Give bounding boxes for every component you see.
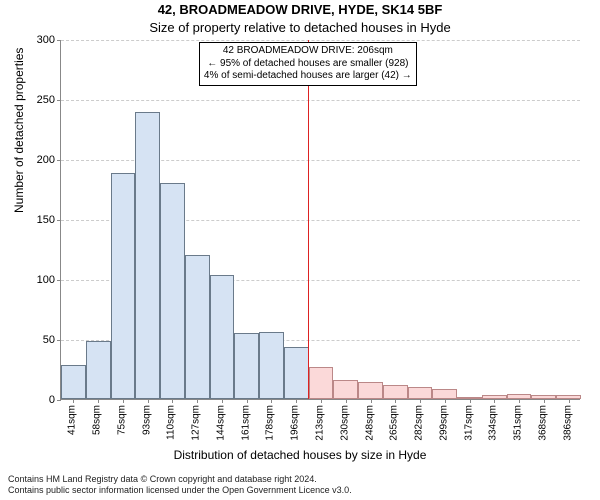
histogram-bar (358, 382, 383, 399)
x-tick-label: 299sqm (438, 405, 449, 441)
x-tick-mark (197, 399, 198, 403)
y-tick-label: 300 (15, 34, 55, 46)
chart-title-line2: Size of property relative to detached ho… (0, 20, 600, 35)
y-tick-mark (57, 160, 61, 161)
attribution-text: Contains HM Land Registry data © Crown c… (8, 474, 352, 496)
plot-area: 42 BROADMEADOW DRIVE: 206sqm← 95% of det… (60, 40, 580, 400)
histogram-bar (284, 347, 309, 399)
y-tick-mark (57, 220, 61, 221)
x-tick-label: 351sqm (513, 405, 524, 441)
annotation-line: 4% of semi-detached houses are larger (4… (204, 70, 412, 83)
x-tick-mark (98, 399, 99, 403)
x-tick-label: 230sqm (339, 405, 350, 441)
y-tick-mark (57, 340, 61, 341)
marker-line (308, 40, 309, 399)
histogram-bar (111, 173, 136, 399)
histogram-bar (185, 255, 210, 399)
x-tick-label: 161sqm (240, 405, 251, 441)
x-tick-mark (420, 399, 421, 403)
y-tick-mark (57, 40, 61, 41)
attribution-line1: Contains HM Land Registry data © Crown c… (8, 474, 352, 485)
x-tick-mark (123, 399, 124, 403)
y-tick-label: 150 (15, 214, 55, 226)
y-tick-label: 50 (15, 334, 55, 346)
x-tick-label: 317sqm (463, 405, 474, 441)
x-tick-label: 127sqm (191, 405, 202, 441)
x-tick-label: 75sqm (116, 405, 127, 435)
x-tick-mark (445, 399, 446, 403)
x-tick-mark (172, 399, 173, 403)
x-tick-mark (346, 399, 347, 403)
y-tick-mark (57, 280, 61, 281)
x-tick-mark (519, 399, 520, 403)
x-tick-mark (321, 399, 322, 403)
x-tick-mark (73, 399, 74, 403)
x-tick-mark (148, 399, 149, 403)
x-tick-label: 110sqm (166, 405, 177, 440)
x-tick-label: 93sqm (141, 405, 152, 435)
y-tick-label: 100 (15, 274, 55, 286)
histogram-bar (383, 385, 408, 399)
x-tick-mark (470, 399, 471, 403)
gridline (61, 40, 580, 41)
x-tick-label: 213sqm (315, 405, 326, 441)
histogram-bar (408, 387, 433, 399)
histogram-bar (210, 275, 235, 399)
y-axis-title: Number of detached properties (12, 48, 26, 213)
attribution-line2: Contains public sector information licen… (8, 485, 352, 496)
x-tick-label: 386sqm (562, 405, 573, 441)
annotation-box: 42 BROADMEADOW DRIVE: 206sqm← 95% of det… (199, 42, 417, 86)
x-tick-label: 248sqm (364, 405, 375, 441)
histogram-bar (259, 332, 284, 399)
x-tick-label: 265sqm (389, 405, 400, 441)
x-tick-mark (247, 399, 248, 403)
x-tick-label: 178sqm (265, 405, 276, 441)
x-tick-label: 282sqm (414, 405, 425, 441)
annotation-line: 42 BROADMEADOW DRIVE: 206sqm (204, 45, 412, 58)
histogram-bar (61, 365, 86, 399)
x-tick-label: 41sqm (67, 405, 78, 435)
x-tick-mark (371, 399, 372, 403)
histogram-bar (432, 389, 457, 399)
x-tick-label: 196sqm (290, 405, 301, 441)
x-tick-mark (494, 399, 495, 403)
x-tick-mark (544, 399, 545, 403)
y-tick-label: 250 (15, 94, 55, 106)
x-axis-title: Distribution of detached houses by size … (0, 448, 600, 462)
gridline (61, 100, 580, 101)
histogram-bar (86, 341, 111, 399)
y-tick-mark (57, 400, 61, 401)
x-tick-label: 144sqm (215, 405, 226, 441)
y-tick-label: 0 (15, 394, 55, 406)
histogram-bar (135, 112, 160, 399)
histogram-bar (234, 333, 259, 399)
x-tick-label: 334sqm (488, 405, 499, 441)
chart-container: 42, BROADMEADOW DRIVE, HYDE, SK14 5BF Si… (0, 0, 600, 500)
y-tick-label: 200 (15, 154, 55, 166)
annotation-line: ← 95% of detached houses are smaller (92… (204, 58, 412, 71)
chart-title-line1: 42, BROADMEADOW DRIVE, HYDE, SK14 5BF (0, 2, 600, 17)
y-tick-mark (57, 100, 61, 101)
x-tick-label: 368sqm (537, 405, 548, 441)
histogram-bar (160, 183, 185, 399)
histogram-bar (333, 380, 358, 399)
x-tick-label: 58sqm (92, 405, 103, 435)
x-tick-mark (271, 399, 272, 403)
x-tick-mark (296, 399, 297, 403)
x-tick-mark (569, 399, 570, 403)
x-tick-mark (395, 399, 396, 403)
histogram-bar (309, 367, 334, 399)
x-tick-mark (222, 399, 223, 403)
